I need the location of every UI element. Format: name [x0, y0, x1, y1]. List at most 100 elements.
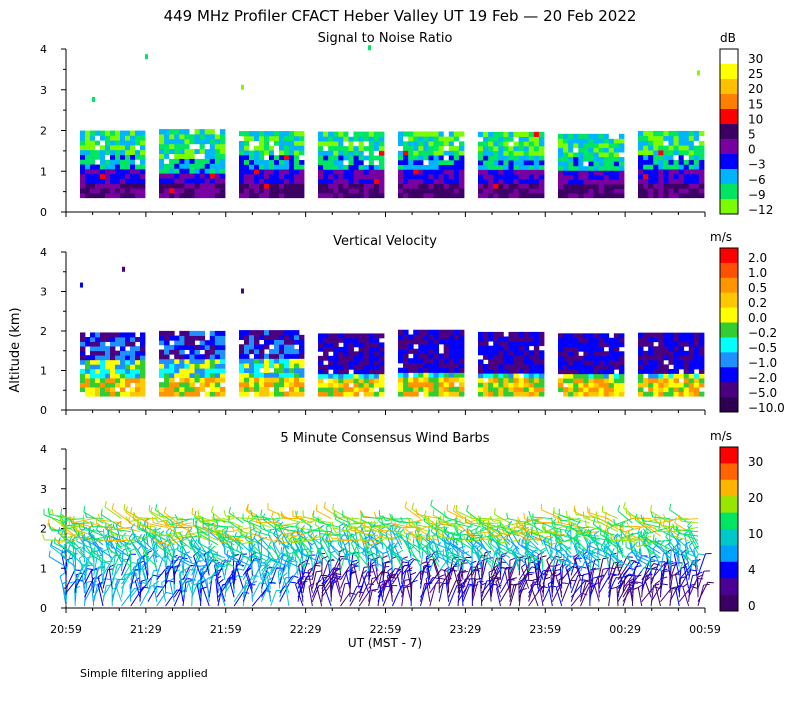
vv-cell [423, 334, 428, 339]
snr-cell [459, 193, 464, 198]
vv-cell [498, 355, 503, 360]
snr-cell [668, 145, 673, 150]
vv-cell [274, 368, 279, 373]
snr-cell [478, 137, 483, 142]
snr-cell [130, 159, 135, 164]
vv-cell [529, 378, 534, 383]
vv-cell [254, 344, 259, 349]
vv-cell [210, 378, 215, 383]
vv-cell [115, 351, 120, 356]
snr-cell [259, 145, 264, 150]
vv-cell [359, 351, 364, 356]
snr-cell [379, 155, 384, 160]
vv-cell [444, 358, 449, 363]
vv-cell [444, 368, 449, 373]
vv-cell [684, 373, 689, 378]
snr-cell [259, 141, 264, 146]
snr-cell [668, 179, 673, 184]
vv-cell [174, 340, 179, 345]
vv-cell [115, 369, 120, 374]
snr-cell [498, 179, 503, 184]
snr-cell [418, 184, 423, 189]
snr-cell [210, 129, 215, 134]
snr-cell [115, 188, 120, 193]
wind-barb-staff [421, 547, 424, 571]
snr-cell [195, 178, 200, 183]
snr-cell [200, 154, 205, 159]
vv-cell [179, 382, 184, 387]
y-tick-label: 2 [40, 325, 47, 338]
vv-cell [558, 365, 563, 370]
wind-barb-feather [105, 501, 106, 507]
snr-cell [364, 169, 369, 174]
snr-cell [249, 193, 254, 198]
snr-cell [125, 135, 130, 140]
snr-cell [189, 183, 194, 188]
vv-cell [454, 391, 459, 396]
vv-cell [328, 383, 333, 388]
snr-cell [488, 174, 493, 179]
snr-cell [90, 159, 95, 164]
vv-cell [454, 368, 459, 373]
snr-cell [539, 155, 544, 160]
snr-cell [689, 155, 694, 160]
vv-cell [699, 355, 704, 360]
snr-cell [638, 155, 643, 160]
snr-cell [459, 131, 464, 136]
vv-cell [115, 364, 120, 369]
vv-cell [348, 356, 353, 361]
snr-cell [408, 141, 413, 146]
vv-cell [583, 347, 588, 352]
snr-cell [539, 188, 544, 193]
vv-cell [454, 339, 459, 344]
snr-cell [568, 148, 573, 153]
vv-cell [514, 387, 519, 392]
vv-cell [249, 363, 254, 368]
vv-cell [354, 351, 359, 356]
vv-cell [215, 354, 220, 359]
snr-cell [524, 193, 529, 198]
snr-cell [110, 131, 115, 136]
vv-cell [604, 351, 609, 356]
snr-cell [498, 155, 503, 160]
vv-cell [493, 378, 498, 383]
vv-cell [568, 369, 573, 374]
snr-cell [483, 160, 488, 165]
vv-cell [338, 383, 343, 388]
vv-cell [529, 364, 534, 369]
snr-cell [369, 188, 374, 193]
vv-cell [658, 387, 663, 392]
vv-cell [668, 383, 673, 388]
snr-cell [403, 169, 408, 174]
vv-cell [508, 336, 513, 341]
snr-cell [269, 145, 274, 150]
snr-cell [284, 169, 289, 174]
vv-cell [498, 332, 503, 337]
snr-cell [100, 159, 105, 164]
snr-cell [444, 165, 449, 170]
snr-cell [343, 151, 348, 156]
vv-cell [583, 365, 588, 370]
vv-cell [689, 342, 694, 347]
snr-cell [653, 145, 658, 150]
wind-barb-staff [392, 586, 401, 606]
snr-cell [328, 169, 333, 174]
vv-cell [503, 346, 508, 351]
snr-cell [619, 175, 624, 180]
colorbar-swatch [720, 397, 738, 412]
snr-cell [135, 135, 140, 140]
snr-cell [558, 175, 563, 180]
snr-cell [333, 184, 338, 189]
snr-cell [323, 146, 328, 151]
vv-cell [374, 360, 379, 365]
vv-cell [179, 378, 184, 383]
snr-cell [604, 143, 609, 148]
vv-cell [403, 353, 408, 358]
snr-cell [674, 150, 679, 155]
wind-barb-staff [259, 519, 280, 520]
vv-cell [459, 358, 464, 363]
snr-cell [244, 193, 249, 198]
vv-cell [534, 336, 539, 341]
snr-cell [348, 136, 353, 141]
